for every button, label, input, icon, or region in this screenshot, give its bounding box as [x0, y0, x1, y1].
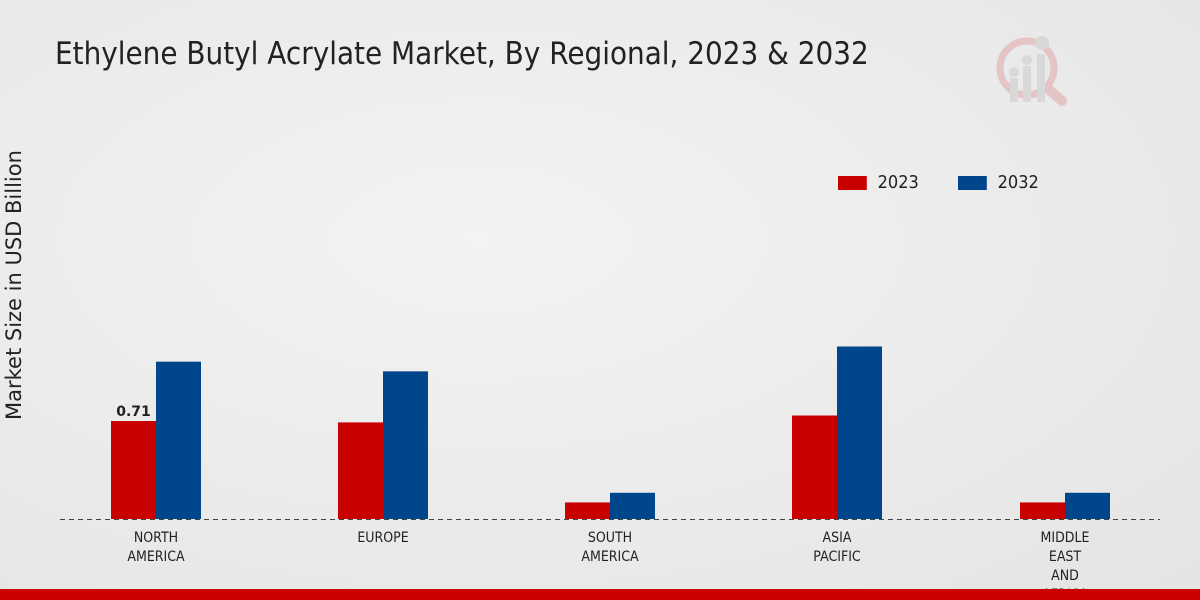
x-tick-label: AMERICA	[581, 549, 638, 565]
x-tick-label: ASIA	[823, 530, 852, 546]
x-tick-label: MIDDLE	[1041, 530, 1090, 546]
bar-2032-3	[837, 346, 882, 519]
bar-2032-0	[156, 361, 201, 519]
x-tick-label: AND	[1051, 568, 1079, 584]
bar-2023-2	[565, 502, 610, 519]
bar-2032-1	[383, 371, 428, 519]
bar-2023-3	[792, 415, 837, 519]
bar-2023-0	[111, 421, 156, 519]
x-tick-label: PACIFIC	[813, 549, 860, 565]
bar-2032-4	[1065, 492, 1110, 519]
legend-swatch-2032	[958, 175, 987, 190]
footer-bar	[0, 589, 1200, 600]
logo-watermark	[996, 36, 1067, 106]
legend-label-2032: 2032	[997, 172, 1039, 193]
bar-2032-2	[610, 492, 655, 519]
bar-2023-1	[338, 422, 383, 519]
x-tick-label: SOUTH	[588, 530, 632, 546]
x-tick-label: AMERICA	[127, 549, 184, 565]
x-tick-label: NORTH	[134, 530, 178, 546]
data-label: 0.71	[116, 404, 151, 420]
legend-item-2023: 2023	[838, 172, 919, 193]
legend-item-2032: 2032	[958, 172, 1039, 193]
x-tick-label: EUROPE	[357, 530, 408, 546]
legend-swatch-2023	[838, 175, 867, 190]
legend-label-2023: 2023	[877, 172, 919, 193]
x-tick-label: EAST	[1049, 549, 1082, 565]
chart-title: Ethylene Butyl Acrylate Market, By Regio…	[55, 36, 869, 72]
bar-2023-4	[1020, 502, 1065, 519]
